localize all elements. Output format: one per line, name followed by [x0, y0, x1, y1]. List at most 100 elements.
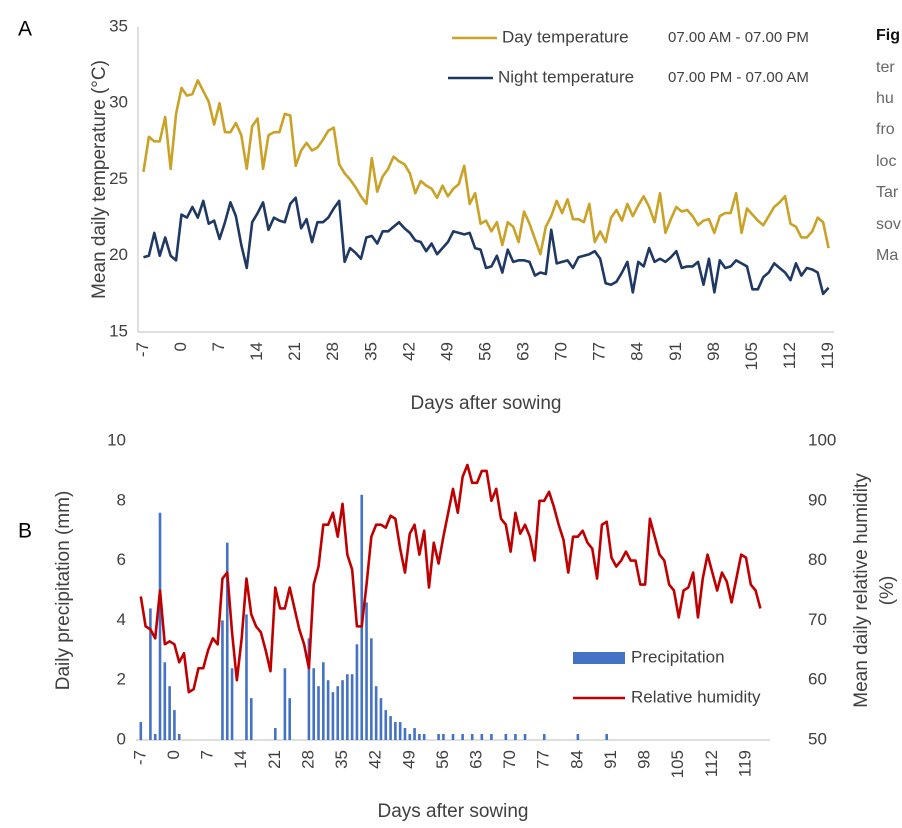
y-tick-label: 15 [109, 321, 128, 340]
y-tick-label: 4 [117, 610, 126, 629]
bar [355, 644, 359, 740]
bar [442, 734, 445, 740]
bar [365, 602, 368, 740]
x-tick-label: 21 [265, 750, 284, 769]
caption-line: ter [876, 59, 895, 76]
x-tick-label: 42 [399, 342, 418, 361]
x-tick-label: 35 [332, 750, 351, 769]
caption-line: fro [876, 121, 895, 138]
legend-label: Day temperature [502, 27, 629, 46]
line [139, 463, 762, 694]
panel-label: B [18, 520, 32, 543]
bar [341, 680, 344, 740]
bar [480, 734, 484, 740]
x-tick-label: 14 [247, 342, 266, 361]
bar [346, 674, 349, 740]
x-tick-label: 42 [366, 750, 385, 769]
x-tick-label: 105 [668, 750, 687, 778]
bar [249, 698, 253, 740]
x-tick-label: 28 [323, 342, 342, 361]
bar [288, 698, 291, 740]
bar [177, 734, 181, 740]
bar [322, 662, 325, 740]
x-tick-label: 63 [466, 750, 485, 769]
x-tick-label: 91 [666, 342, 685, 361]
bar [273, 728, 277, 740]
bar [437, 734, 440, 740]
bar [307, 638, 311, 740]
x-tick-label: 28 [298, 750, 317, 769]
x-tick-label: 35 [361, 342, 380, 361]
x-axis-title: Days after sowing [377, 801, 528, 822]
bar [470, 734, 474, 740]
y2-tick-label: 70 [808, 610, 827, 629]
y-axis-title: Mean daily temperature (°C) [89, 60, 110, 299]
bar [384, 710, 388, 740]
y2-axis-title: (%) [877, 576, 898, 606]
bar [389, 716, 392, 740]
caption-line: Tar [876, 184, 899, 201]
bar [422, 734, 426, 740]
bar [326, 680, 330, 740]
bar [350, 674, 354, 740]
bar [398, 722, 402, 740]
y2-tick-label: 50 [808, 729, 827, 748]
bar [461, 734, 464, 740]
bar [245, 614, 248, 740]
bar [394, 722, 397, 740]
x-tick-label: 119 [735, 750, 754, 777]
y-tick-label: 35 [109, 16, 128, 35]
x-tick-label: 49 [437, 342, 456, 361]
bar [403, 728, 407, 740]
bar [336, 686, 340, 740]
x-tick-label: 7 [198, 750, 217, 759]
x-tick-label: 84 [567, 750, 586, 769]
bar [317, 686, 320, 740]
bar [413, 728, 416, 740]
x-tick-label: 112 [780, 342, 799, 369]
x-tick-label: 91 [601, 750, 620, 769]
bar [605, 734, 608, 740]
x-tick-label: 21 [285, 342, 304, 361]
bar [221, 620, 224, 740]
x-tick-label: 0 [171, 342, 190, 351]
y-tick-label: 20 [109, 245, 128, 264]
bar [379, 698, 383, 740]
y-tick-label: 6 [117, 550, 126, 569]
legend-swatch [573, 652, 625, 664]
y-axis-title: Daily precipitation (mm) [53, 491, 74, 691]
x-tick-label: 14 [231, 750, 250, 769]
bar [153, 734, 157, 740]
bar [312, 668, 316, 740]
bar [173, 710, 176, 740]
x-tick-label: 98 [704, 342, 723, 361]
bar [542, 734, 546, 740]
y2-tick-label: 100 [808, 430, 836, 449]
caption-line: Ma [876, 247, 898, 264]
bar [225, 542, 229, 740]
y-tick-label: 8 [117, 490, 126, 509]
x-tick-label: 112 [702, 750, 721, 777]
x-tick-label: 0 [164, 750, 183, 759]
bar [451, 734, 455, 740]
bar [418, 734, 421, 740]
line [143, 196, 830, 296]
x-axis-title: Days after sowing [410, 393, 561, 414]
bar [408, 734, 412, 740]
x-tick-label: 119 [818, 342, 837, 369]
x-tick-label: 70 [500, 750, 519, 769]
y-tick-label: 0 [117, 729, 126, 748]
y2-axis-title: Mean daily relative humidity [851, 473, 872, 708]
legend-label: Night temperature [498, 67, 634, 86]
bar [523, 734, 527, 740]
caption-line: sov [876, 216, 901, 233]
caption-line: Fig [876, 27, 900, 44]
y-tick-label: 25 [109, 169, 128, 188]
y2-tick-label: 80 [808, 550, 827, 569]
x-tick-label: 84 [628, 342, 647, 361]
legend-label: Precipitation [631, 647, 725, 666]
bar [163, 662, 167, 740]
legend-note: 07.00 AM - 07.00 PM [668, 29, 809, 46]
